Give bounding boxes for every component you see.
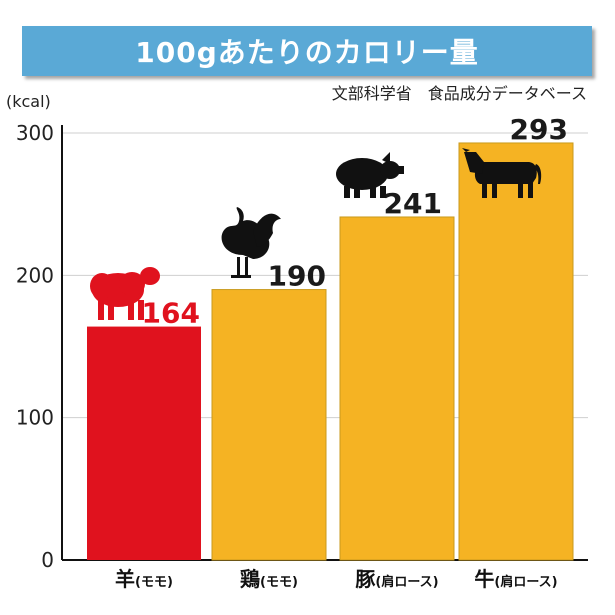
category-label: 牛(肩ロース)	[474, 567, 557, 591]
category-label: 羊(モモ)	[115, 567, 173, 591]
y-tick-label: 200	[16, 263, 54, 287]
chart-title: 100gあたりのカロリー量	[22, 26, 592, 76]
pig-icon	[336, 152, 404, 198]
bar	[211, 289, 327, 561]
y-tick-label: 300	[16, 121, 54, 145]
y-tick-label: 100	[16, 406, 54, 430]
category-label: 豚(肩ロース)	[355, 567, 438, 591]
bar	[87, 326, 201, 560]
category-label: 鶏(モモ)	[240, 567, 298, 591]
value-label: 293	[510, 113, 568, 146]
y-axis-unit: (kcal)	[6, 92, 51, 111]
bar	[458, 142, 574, 561]
y-tick-label: 0	[41, 548, 54, 572]
value-label: 164	[142, 297, 200, 330]
value-label: 241	[384, 187, 442, 220]
source-note: 文部科学省 食品成分データベース	[331, 84, 587, 103]
rooster-icon	[221, 207, 281, 278]
bar	[339, 216, 455, 561]
value-label: 190	[268, 260, 326, 293]
sheep-icon	[90, 267, 160, 320]
cow-icon	[462, 148, 542, 198]
